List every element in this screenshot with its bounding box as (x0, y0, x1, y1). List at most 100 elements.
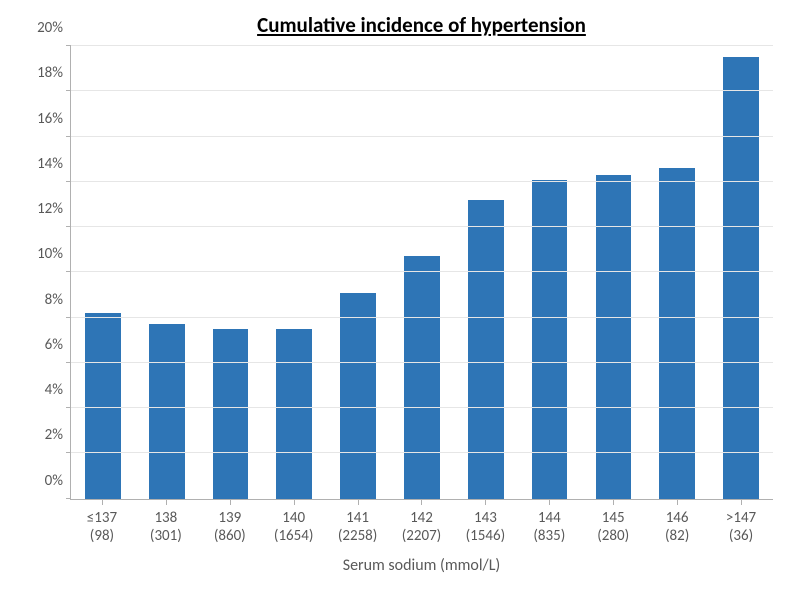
bar (213, 329, 249, 499)
y-tick-label: 14% (37, 155, 71, 173)
y-tick-label: 0% (45, 472, 71, 490)
x-label-sub: (2258) (326, 527, 390, 546)
bar-slot (135, 46, 199, 499)
y-tick-label: 6% (45, 336, 71, 354)
bar-slot (262, 46, 326, 499)
x-label-main: 140 (262, 509, 326, 528)
x-tick-label: 141(2258) (326, 509, 390, 547)
x-tick-mark (102, 500, 103, 505)
y-tick-mark (66, 271, 71, 272)
x-tick-cell (198, 500, 262, 505)
x-label-main: 141 (326, 509, 390, 528)
x-label-main: 144 (517, 509, 581, 528)
y-tick-mark (66, 362, 71, 363)
bar (723, 57, 759, 498)
y-tick-label: 16% (37, 110, 71, 128)
chart-container: Cumulative incidence of hypertension 0%2… (0, 0, 795, 595)
x-label-main: 143 (453, 509, 517, 528)
x-tick-label: 140(1654) (262, 509, 326, 547)
y-tick-mark (66, 498, 71, 499)
x-tick-mark (358, 500, 359, 505)
chart-title: Cumulative incidence of hypertension (70, 12, 773, 38)
y-tick-label: 8% (45, 291, 71, 309)
y-tick-mark (66, 452, 71, 453)
x-tick-mark (741, 500, 742, 505)
x-label-main: 142 (390, 509, 454, 528)
y-tick-mark (66, 226, 71, 227)
bar (276, 329, 312, 499)
x-tick-label: 144(835) (517, 509, 581, 547)
bar (404, 256, 440, 498)
y-tick-mark (66, 181, 71, 182)
x-tick-mark (549, 500, 550, 505)
y-tick-mark (66, 317, 71, 318)
x-tick-cell (134, 500, 198, 505)
y-tick-mark (66, 45, 71, 46)
bar-slot (326, 46, 390, 499)
y-tick-label: 2% (45, 426, 71, 444)
x-tick-mark (485, 500, 486, 505)
x-tick-cell (326, 500, 390, 505)
x-axis-title: Serum sodium (mmol/L) (70, 556, 773, 575)
bar (340, 293, 376, 499)
bar-slot (199, 46, 263, 499)
x-tick-mark (294, 500, 295, 505)
y-tick-label: 12% (37, 200, 71, 218)
x-label-sub: (860) (198, 527, 262, 546)
x-tick-row (70, 500, 773, 505)
x-tick-mark (613, 500, 614, 505)
x-tick-label: 139(860) (198, 509, 262, 547)
x-label-sub: (301) (134, 527, 198, 546)
plot-area: 0%2%4%6%8%10%12%14%16%18%20% (70, 46, 773, 500)
x-label-sub: (1546) (453, 527, 517, 546)
x-label-sub: (280) (581, 527, 645, 546)
x-label-main: 145 (581, 509, 645, 528)
x-label-main: 139 (198, 509, 262, 528)
x-tick-label: ≤137(98) (70, 509, 134, 547)
x-label-main: >147 (709, 509, 773, 528)
x-tick-mark (677, 500, 678, 505)
bar (596, 175, 632, 499)
bar-slot (582, 46, 646, 499)
x-tick-label: 146(82) (645, 509, 709, 547)
bar (468, 200, 504, 499)
x-tick-mark (230, 500, 231, 505)
x-tick-label: 138(301) (134, 509, 198, 547)
x-tick-cell (453, 500, 517, 505)
y-tick-label: 4% (45, 381, 71, 399)
x-tick-cell (390, 500, 454, 505)
bar (659, 168, 695, 498)
x-label-sub: (1654) (262, 527, 326, 546)
x-tick-cell (262, 500, 326, 505)
x-tick-mark (421, 500, 422, 505)
bar (149, 324, 185, 498)
y-tick-label: 10% (37, 245, 71, 263)
x-tick-cell (517, 500, 581, 505)
bar-slot (71, 46, 135, 499)
bar-slot (454, 46, 518, 499)
x-label-main: ≤137 (70, 509, 134, 528)
x-label-main: 146 (645, 509, 709, 528)
y-tick-mark (66, 90, 71, 91)
bars-layer (71, 46, 773, 499)
y-tick-mark (66, 407, 71, 408)
x-tick-label: >147(36) (709, 509, 773, 547)
x-label-sub: (98) (70, 527, 134, 546)
y-tick-mark (66, 136, 71, 137)
x-label-main: 138 (134, 509, 198, 528)
x-tick-cell (581, 500, 645, 505)
x-tick-label: 145(280) (581, 509, 645, 547)
x-tick-cell (70, 500, 134, 505)
x-label-sub: (82) (645, 527, 709, 546)
x-tick-mark (166, 500, 167, 505)
x-tick-label: 142(2207) (390, 509, 454, 547)
y-tick-label: 20% (37, 19, 71, 37)
bar-slot (709, 46, 773, 499)
plot-wrap: 0%2%4%6%8%10%12%14%16%18%20% ≤137(98)138… (70, 46, 773, 575)
x-tick-cell (709, 500, 773, 505)
bar-slot (645, 46, 709, 499)
bar-slot (390, 46, 454, 499)
bar (532, 180, 568, 499)
x-tick-cell (645, 500, 709, 505)
y-tick-label: 18% (37, 64, 71, 82)
